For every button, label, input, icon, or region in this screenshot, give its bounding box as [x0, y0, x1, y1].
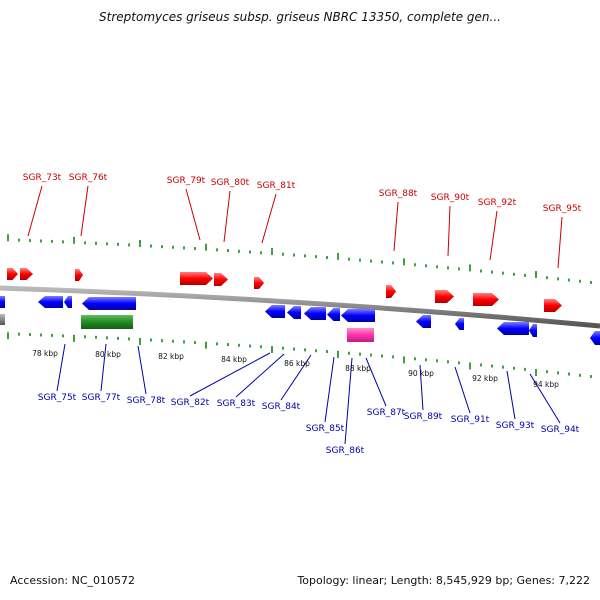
- map-title: Streptomyces griseus subsp. griseus NBRC…: [99, 10, 501, 24]
- reverse-gene-arrow: [529, 324, 537, 337]
- scale-tick-label: 90 kbp: [408, 369, 434, 378]
- bottom-label-leader: [280, 354, 312, 401]
- top-gene-label: SGR_95t: [543, 204, 582, 214]
- top-gene-label: SGR_76t: [69, 173, 108, 183]
- top-label-leader: [261, 193, 277, 244]
- bottom-label-leader: [529, 373, 561, 424]
- top-label-leader: [447, 205, 451, 257]
- bottom-gene-label: SGR_78t: [127, 396, 166, 406]
- bottom-gene-label: SGR_91t: [451, 415, 490, 425]
- bottom-label-leader: [506, 370, 516, 420]
- pink-feature: [347, 328, 374, 342]
- top-gene-label: SGR_90t: [431, 193, 470, 203]
- bottom-gene-label: SGR_77t: [82, 393, 121, 403]
- topology-summary: Topology: linear; Length: 8,545,929 bp; …: [297, 574, 590, 587]
- label-leader-lines: [27, 185, 563, 445]
- bottom-label-leader: [235, 353, 285, 398]
- reverse-gene-arrow: [327, 308, 340, 321]
- scale-tick-label: 80 kbp: [95, 350, 121, 359]
- forward-gene-arrow: [20, 268, 33, 280]
- bottom-label-leader: [189, 352, 271, 397]
- top-label-leader: [80, 185, 89, 237]
- scale-tick-label: 86 kbp: [284, 359, 310, 368]
- reverse-gene-arrow: [82, 297, 136, 310]
- top-label-leader: [27, 185, 43, 237]
- forward-gene-arrow: [473, 293, 499, 306]
- top-label-leader: [185, 188, 201, 241]
- bottom-label-leader: [137, 345, 147, 395]
- scale-tick-label: 82 kbp: [158, 352, 184, 361]
- rrna-feature: [81, 315, 133, 329]
- top-gene-label: SGR_81t: [257, 181, 296, 191]
- genome-backbone: [0, 285, 600, 329]
- reverse-gene-arrow: [287, 306, 301, 319]
- bottom-gene-label: SGR_84t: [262, 402, 301, 412]
- forward-gene-arrow: [254, 277, 264, 289]
- top-tick-track: [7, 234, 592, 284]
- forward-gene-arrow: [75, 269, 83, 281]
- top-gene-label: SGR_79t: [167, 176, 206, 186]
- accession-text: Accession: NC_010572: [10, 574, 136, 587]
- scale-tick-label: 94 kbp: [533, 380, 559, 389]
- bottom-gene-label: SGR_89t: [404, 412, 443, 422]
- bottom-gene-label: SGR_85t: [306, 424, 345, 434]
- bottom-gene-label: SGR_94t: [541, 425, 580, 435]
- top-gene-label: SGR_88t: [379, 189, 418, 199]
- scale-tick-label: 78 kbp: [32, 349, 58, 358]
- forward-gene-arrow: [544, 299, 562, 312]
- reverse-gene-arrow: [497, 322, 529, 335]
- top-label-leader: [223, 190, 231, 243]
- bottom-label-leader: [344, 357, 353, 445]
- bottom-label-leader: [56, 343, 66, 392]
- forward-gene-arrow: [180, 272, 213, 285]
- top-gene-label: SGR_80t: [211, 178, 250, 188]
- bottom-label-leader: [365, 357, 387, 407]
- scale-labels: 78 kbp 80 kbp 82 kbp 84 kbp 86 kbp 88 kbp 90 k…: [32, 349, 559, 389]
- reverse-gene-arrow: [341, 309, 375, 322]
- top-label-leader: [393, 201, 399, 252]
- grey-feature: [0, 314, 5, 325]
- bottom-label-leader: [100, 343, 107, 392]
- reverse-gene-arrow: [416, 315, 431, 328]
- gene-features: [0, 268, 600, 345]
- bottom-label-leader: [324, 356, 335, 423]
- top-label-leader: [557, 216, 563, 269]
- forward-gene-arrow: [435, 290, 454, 303]
- gene-labels: SGR_73t SGR_76t SGR_79t SGR_80t SGR_81t SGR_8…: [23, 173, 582, 456]
- scale-tick-label: 88 kbp: [345, 364, 371, 373]
- bottom-label-leader: [454, 366, 471, 414]
- top-gene-label: SGR_92t: [478, 198, 517, 208]
- forward-gene-arrow: [214, 273, 228, 286]
- top-gene-label: SGR_73t: [23, 173, 62, 183]
- bottom-gene-label: SGR_82t: [171, 398, 210, 408]
- reverse-gene-arrow: [590, 331, 600, 345]
- bottom-gene-label: SGR_87t: [367, 408, 406, 418]
- bottom-label-leader: [419, 364, 424, 411]
- reverse-gene-arrow: [455, 318, 464, 330]
- bottom-tick-track: [7, 332, 592, 378]
- reverse-gene-arrow: [0, 296, 5, 308]
- scale-tick-label: 92 kbp: [472, 374, 498, 383]
- forward-gene-arrow: [386, 285, 396, 298]
- bottom-gene-label: SGR_93t: [496, 421, 535, 431]
- scale-tick-label: 84 kbp: [221, 355, 247, 364]
- bottom-gene-label: SGR_83t: [217, 399, 256, 409]
- reverse-gene-arrow: [265, 305, 285, 318]
- top-label-leader: [489, 210, 498, 261]
- reverse-gene-arrow: [304, 307, 326, 320]
- reverse-gene-arrow: [64, 296, 72, 308]
- bottom-gene-label: SGR_75t: [38, 393, 77, 403]
- bottom-gene-label: SGR_86t: [326, 446, 365, 456]
- reverse-gene-arrow: [38, 296, 63, 308]
- forward-gene-arrow: [7, 268, 18, 280]
